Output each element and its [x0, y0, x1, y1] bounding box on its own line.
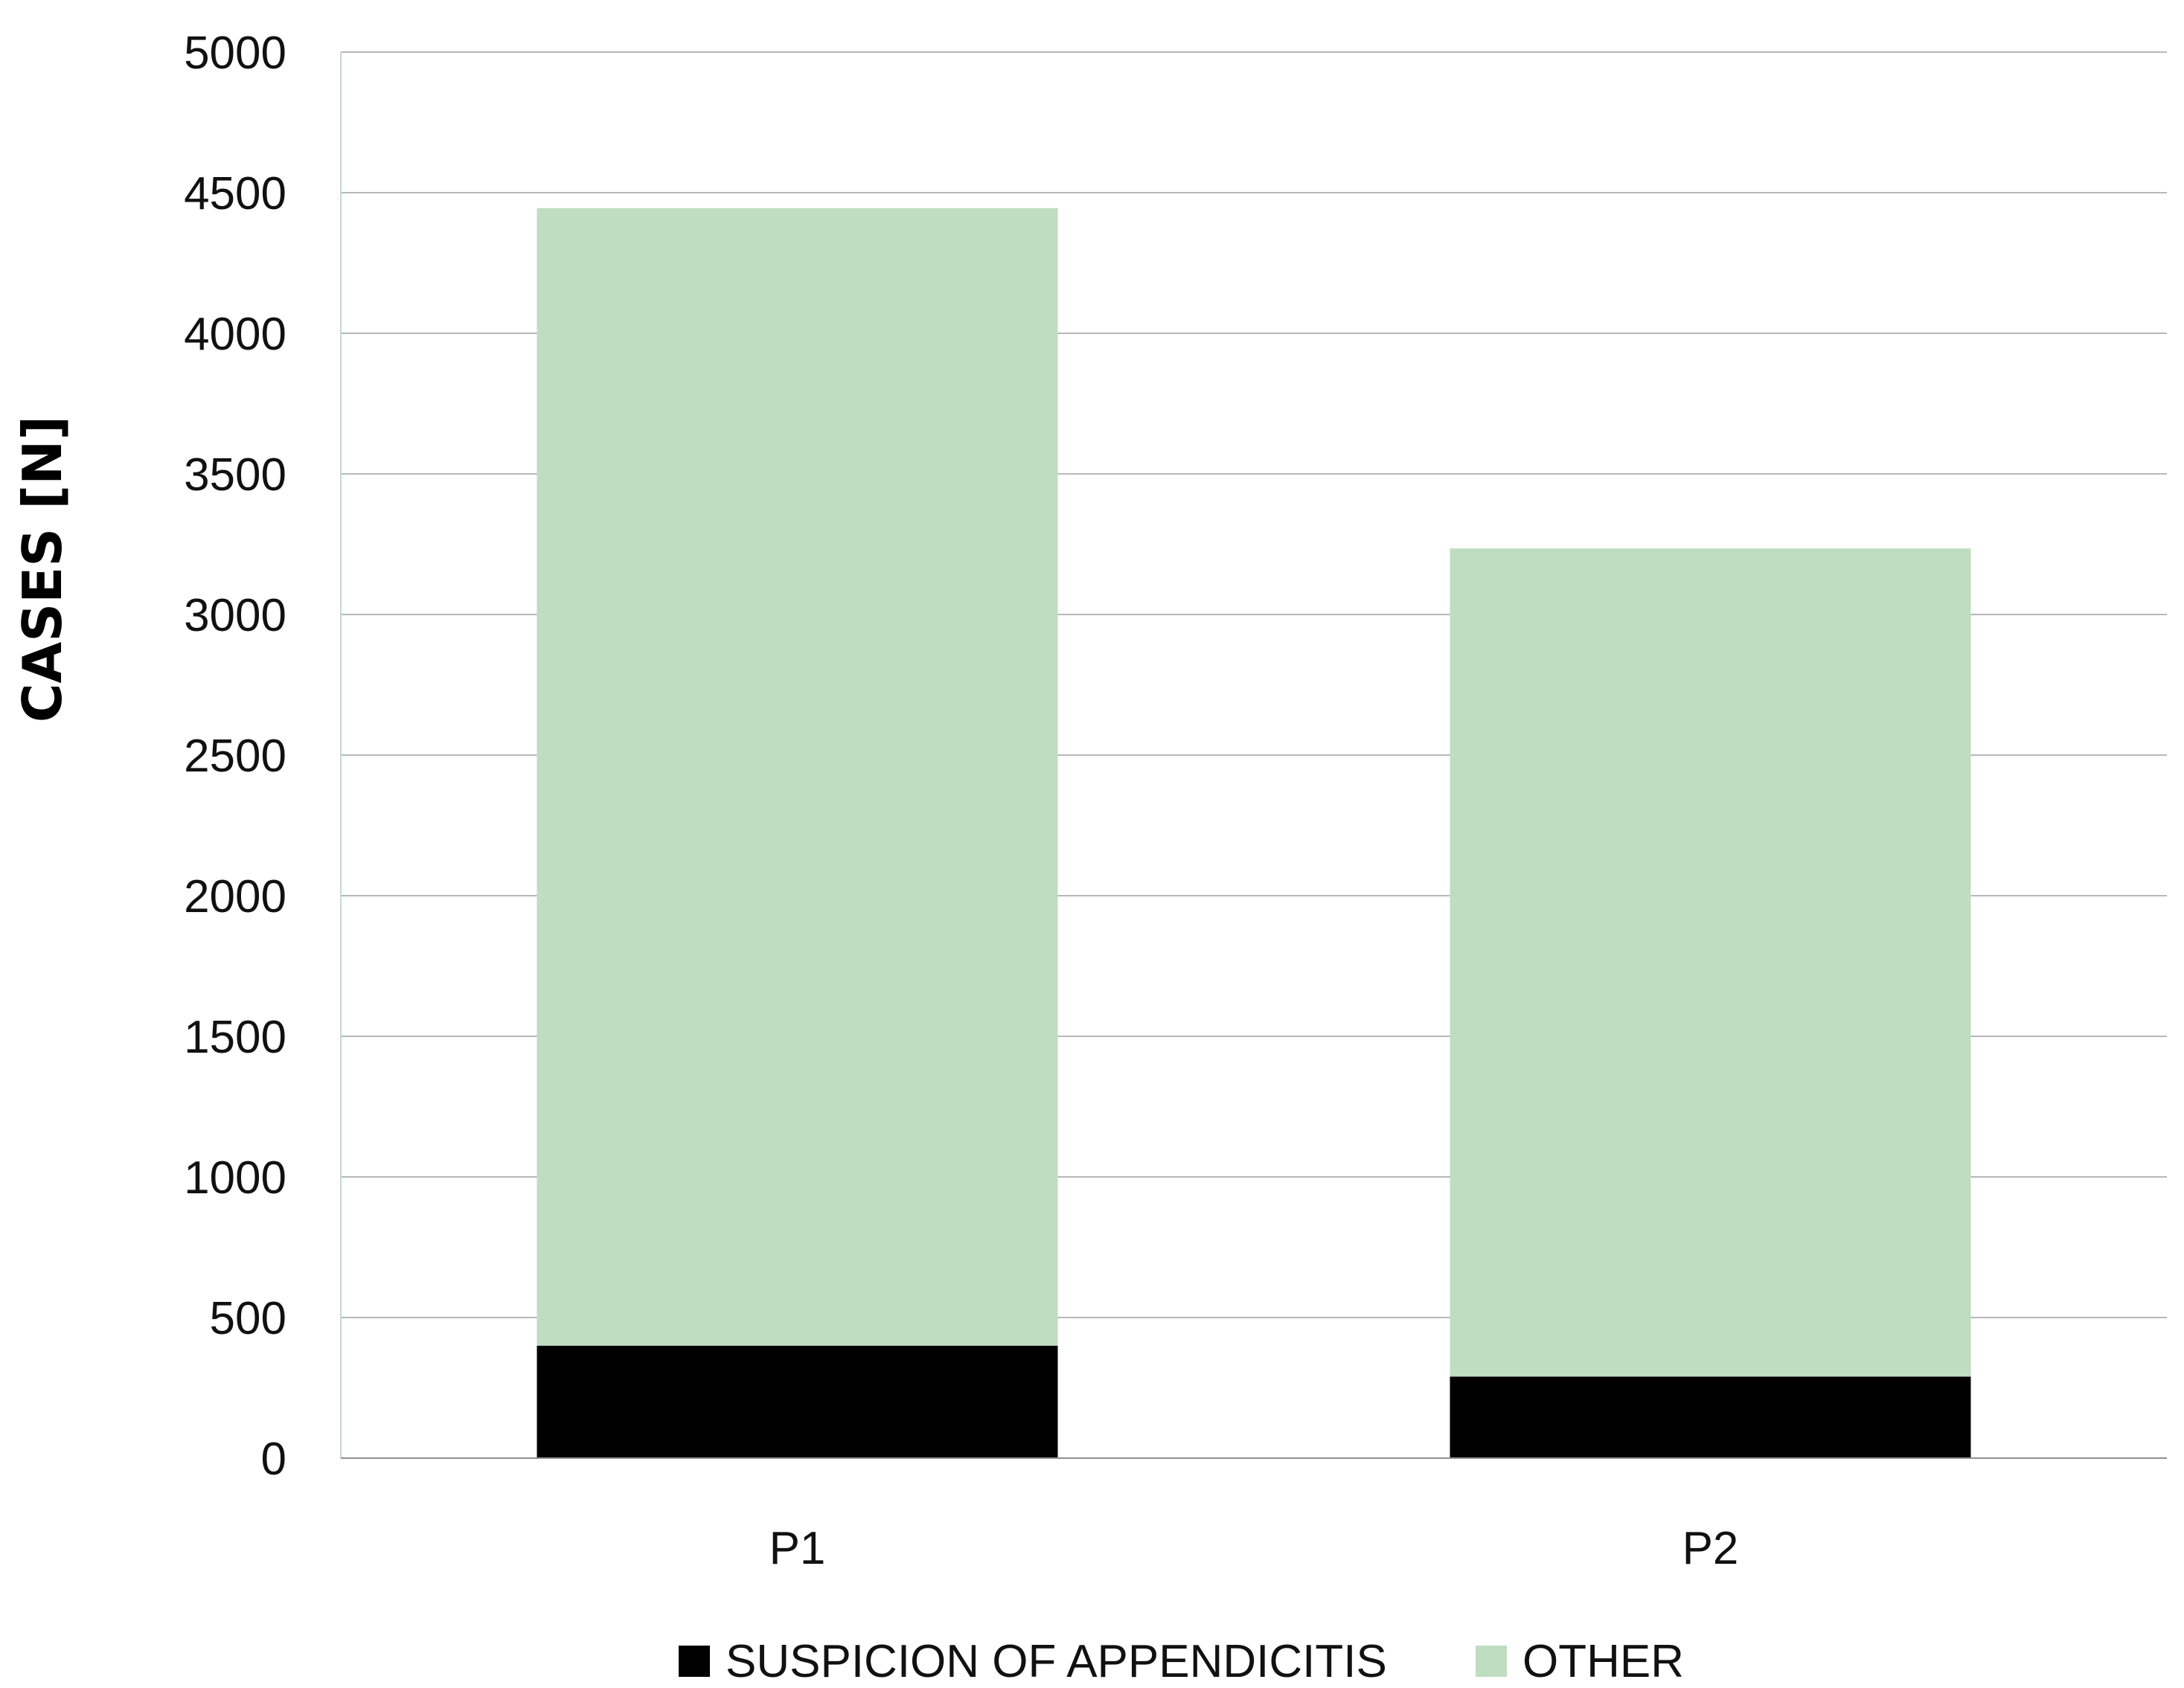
- y-tick-label: 1000: [184, 1152, 286, 1204]
- bar-p1-series-1: [537, 208, 1058, 1346]
- bars: [537, 208, 1971, 1458]
- y-tick-label: 1500: [184, 1012, 286, 1063]
- y-tick-label: 2500: [184, 731, 286, 782]
- y-axis-label: CASES [N]: [11, 416, 74, 723]
- y-tick-label: 5000: [184, 28, 286, 79]
- y-tick-label: 4000: [184, 309, 286, 360]
- y-tick-label: 4500: [184, 168, 286, 219]
- y-tick-label: 3000: [184, 590, 286, 641]
- legend-label: OTHER: [1522, 1636, 1684, 1687]
- bar-p2-series-0: [1450, 1376, 1971, 1458]
- legend-swatch: [1476, 1646, 1507, 1677]
- y-tick-label: 2000: [184, 871, 286, 922]
- bar-p1-series-0: [537, 1345, 1058, 1458]
- y-tick-label: 0: [261, 1434, 286, 1485]
- y-tick-labels: 0 500 1000 1500 2000 2500 3000 3500 4000 4500 5000: [184, 28, 286, 1485]
- legend-label: SUSPICION OF APPENDICITIS: [726, 1636, 1387, 1687]
- x-tick-label: P1: [769, 1523, 826, 1574]
- y-tick-label: 3500: [184, 449, 286, 501]
- bar-p2-series-1: [1450, 548, 1971, 1377]
- x-tick-label: P2: [1682, 1523, 1739, 1574]
- y-tick-label: 500: [210, 1293, 286, 1344]
- legend-swatch: [679, 1646, 710, 1677]
- legend: SUSPICION OF APPENDICITIS OTHER: [679, 1636, 1684, 1687]
- x-tick-labels: P1 P2: [769, 1523, 1739, 1574]
